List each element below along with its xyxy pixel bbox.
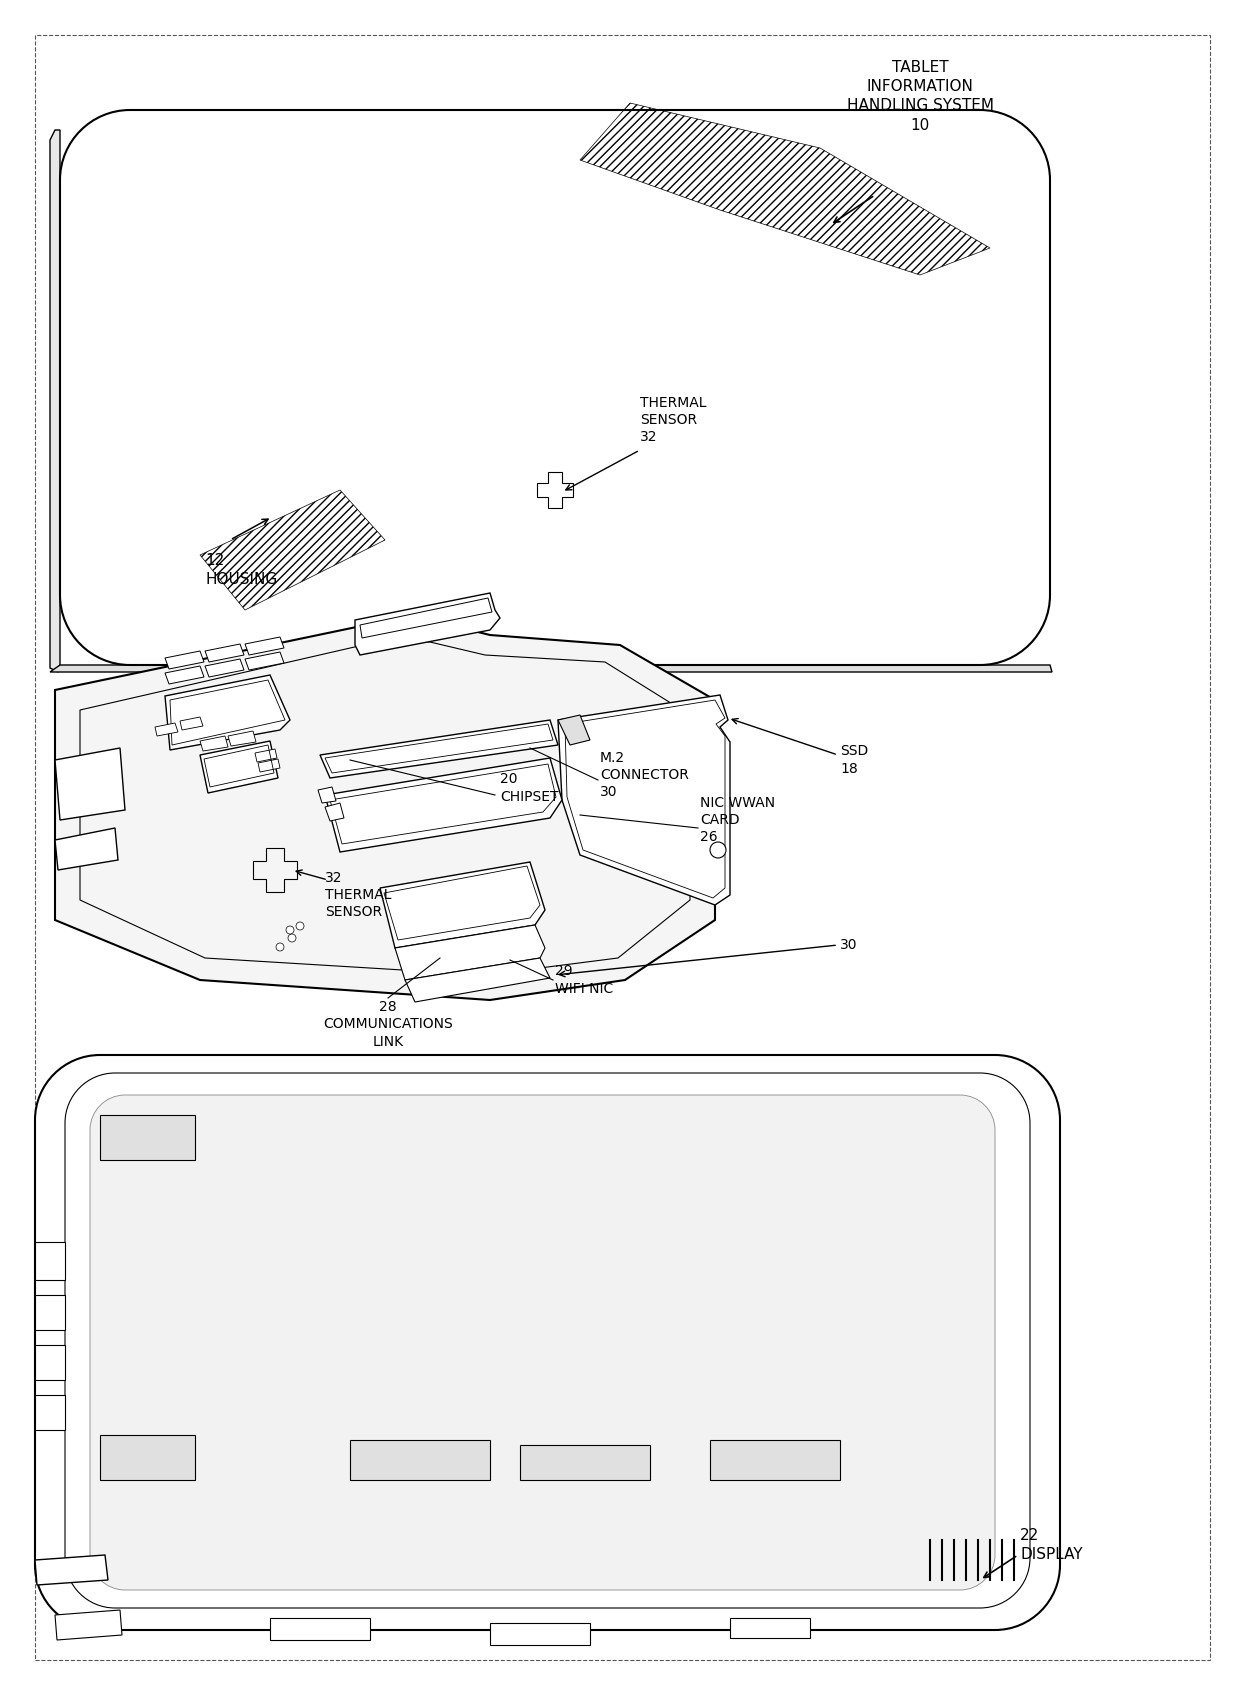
Polygon shape <box>355 593 500 656</box>
Polygon shape <box>246 637 284 656</box>
Bar <box>35 1242 64 1281</box>
Circle shape <box>277 944 284 950</box>
Text: 29
WIFI NIC: 29 WIFI NIC <box>556 964 614 996</box>
PathPatch shape <box>35 1055 1060 1630</box>
Polygon shape <box>165 666 205 684</box>
Polygon shape <box>200 735 228 750</box>
Text: THERMAL
SENSOR
32: THERMAL SENSOR 32 <box>640 396 707 444</box>
Polygon shape <box>55 620 715 999</box>
Polygon shape <box>325 803 343 822</box>
Polygon shape <box>246 652 284 671</box>
Text: 32
THERMAL
SENSOR: 32 THERMAL SENSOR <box>325 871 392 920</box>
Polygon shape <box>50 666 1052 673</box>
Polygon shape <box>200 740 278 793</box>
Polygon shape <box>711 1440 839 1481</box>
PathPatch shape <box>91 1094 994 1591</box>
Polygon shape <box>558 715 590 745</box>
Polygon shape <box>258 759 280 772</box>
Polygon shape <box>520 1445 650 1481</box>
Polygon shape <box>558 695 730 905</box>
Circle shape <box>286 927 294 933</box>
Polygon shape <box>490 1623 590 1645</box>
Circle shape <box>711 842 725 857</box>
Polygon shape <box>228 732 255 745</box>
Circle shape <box>288 933 296 942</box>
Polygon shape <box>50 130 60 673</box>
Bar <box>35 1345 64 1381</box>
Text: NIC WWAN
CARD
26: NIC WWAN CARD 26 <box>701 796 775 844</box>
Polygon shape <box>165 650 205 669</box>
Polygon shape <box>165 674 290 750</box>
Polygon shape <box>100 1115 195 1160</box>
Polygon shape <box>55 828 118 871</box>
Text: TABLET
INFORMATION
HANDLING SYSTEM
10: TABLET INFORMATION HANDLING SYSTEM 10 <box>847 59 993 132</box>
Polygon shape <box>205 644 244 662</box>
PathPatch shape <box>60 110 1050 666</box>
Polygon shape <box>350 1440 490 1481</box>
Text: M.2
CONNECTOR
30: M.2 CONNECTOR 30 <box>600 750 689 800</box>
Bar <box>35 1294 64 1330</box>
Polygon shape <box>55 749 125 820</box>
Polygon shape <box>270 1618 370 1640</box>
Polygon shape <box>180 717 203 730</box>
Polygon shape <box>55 1609 122 1640</box>
Bar <box>35 1394 64 1430</box>
Polygon shape <box>255 749 277 762</box>
Polygon shape <box>325 757 562 852</box>
Text: 28
COMMUNICATIONS
LINK: 28 COMMUNICATIONS LINK <box>324 999 453 1049</box>
Polygon shape <box>379 862 546 949</box>
Polygon shape <box>396 925 546 981</box>
Polygon shape <box>100 1435 195 1481</box>
Text: SSD
18: SSD 18 <box>839 744 868 776</box>
Polygon shape <box>730 1618 810 1638</box>
Polygon shape <box>405 959 551 1001</box>
Circle shape <box>296 922 304 930</box>
Text: 30: 30 <box>839 938 858 952</box>
Text: 22
DISPLAY: 22 DISPLAY <box>1021 1528 1083 1562</box>
Polygon shape <box>155 723 179 735</box>
Text: 12
HOUSING: 12 HOUSING <box>205 552 278 588</box>
Polygon shape <box>35 1555 108 1586</box>
Polygon shape <box>317 788 336 803</box>
Polygon shape <box>320 720 558 778</box>
Text: 20
CHIPSET: 20 CHIPSET <box>500 772 558 803</box>
Polygon shape <box>205 659 244 678</box>
